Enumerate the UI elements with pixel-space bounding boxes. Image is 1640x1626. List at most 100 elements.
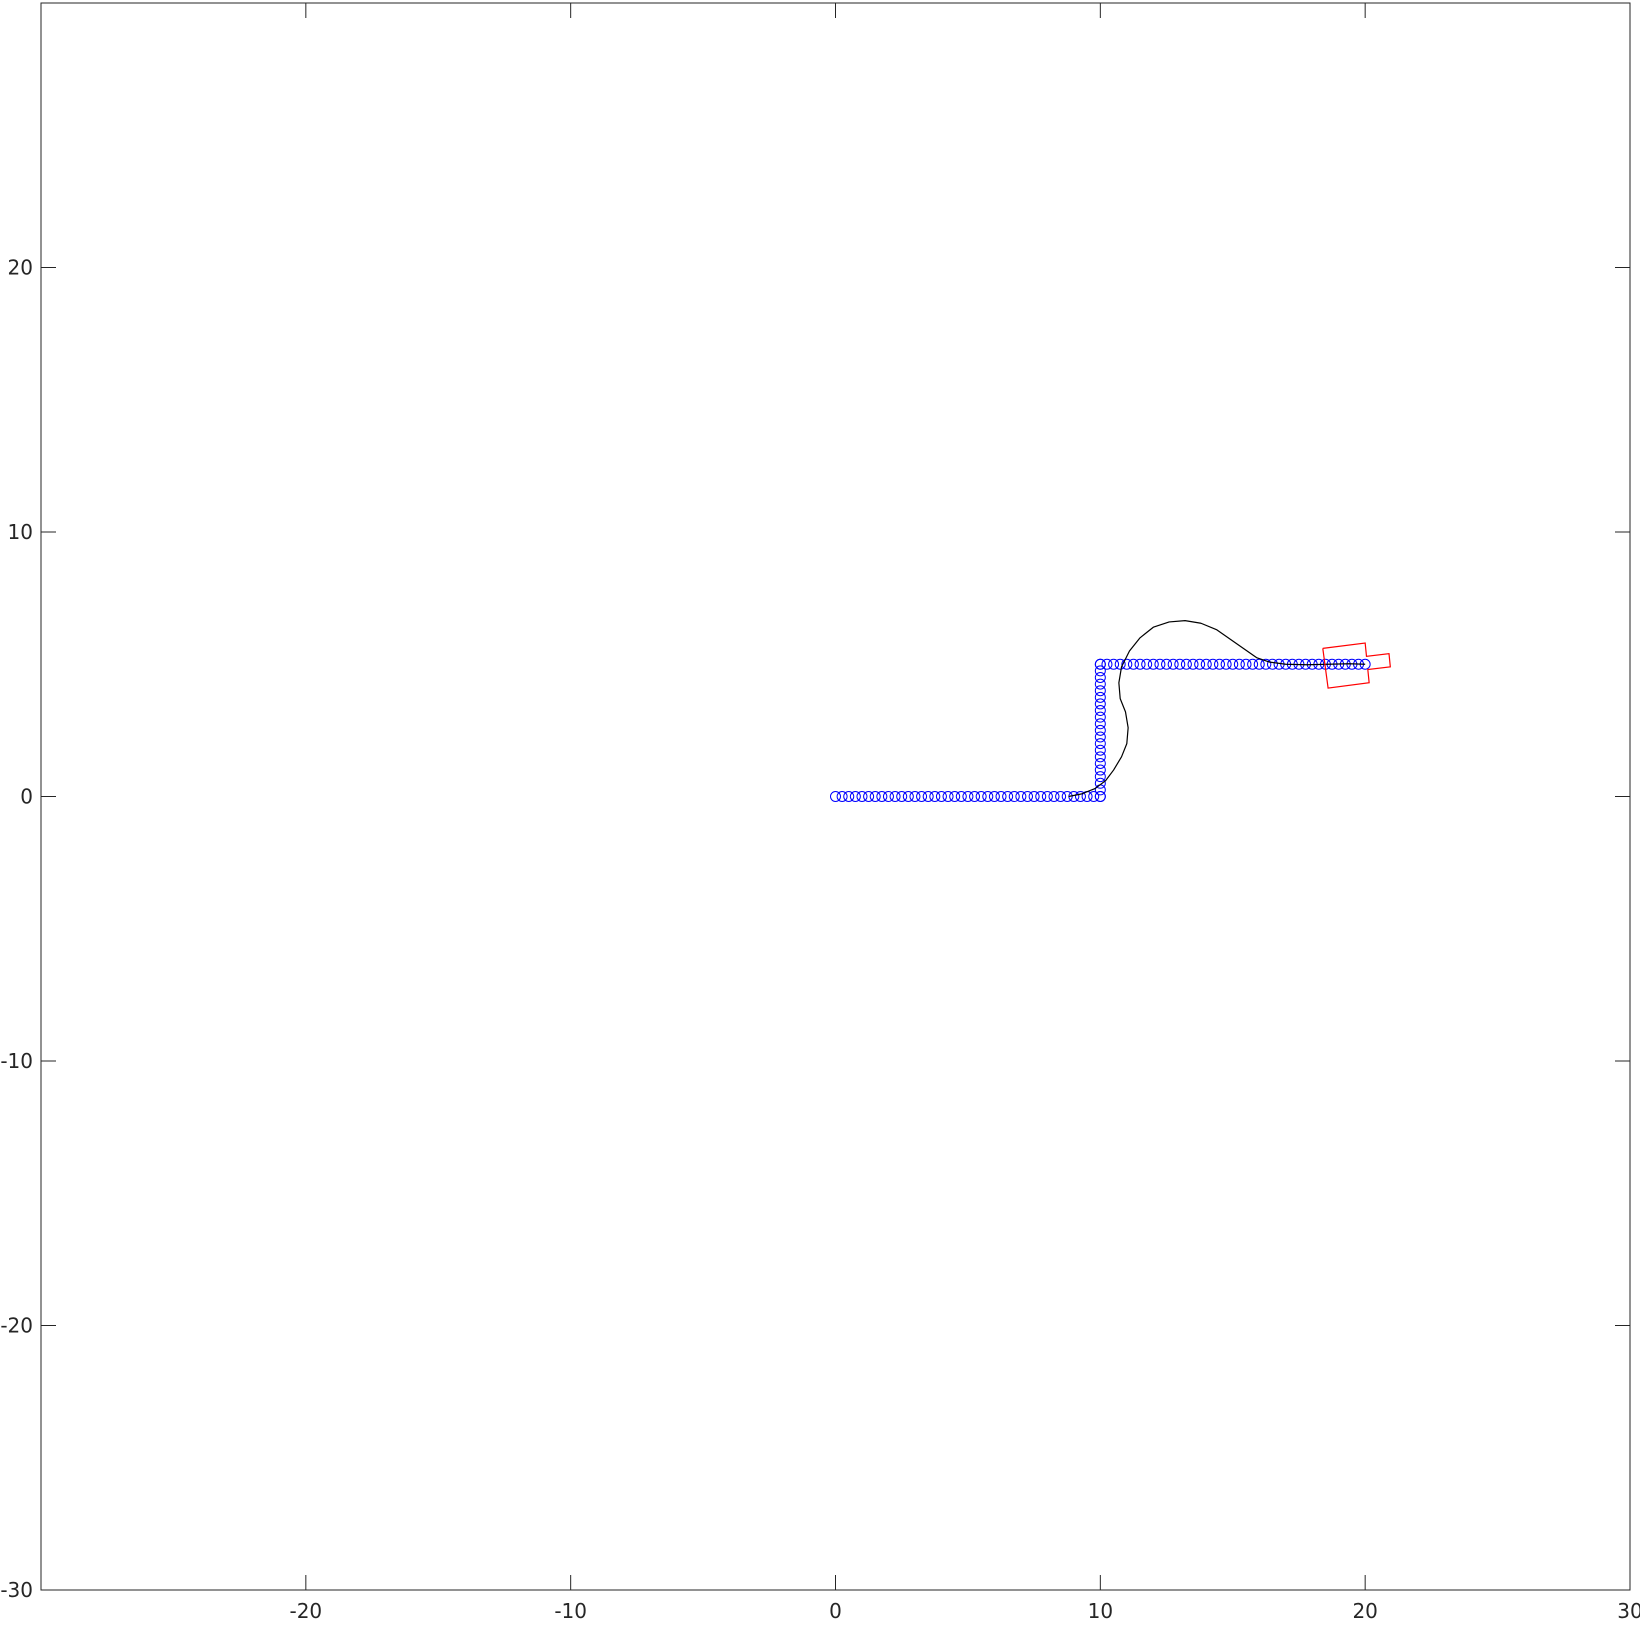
waypoint-marker: [1194, 658, 1206, 670]
x-tick-label: -10: [554, 1599, 587, 1621]
waypoint-marker: [902, 791, 914, 802]
waypoint-marker: [1094, 731, 1106, 743]
y-tick-label: 20: [8, 256, 33, 280]
waypoint-marker: [1180, 658, 1192, 670]
y-tick-label: -30: [0, 1578, 33, 1602]
waypoint-marker: [969, 791, 981, 802]
waypoint-marker: [1094, 724, 1106, 736]
waypoint-marker: [1094, 671, 1106, 683]
waypoint-marker: [982, 791, 994, 802]
waypoint-marker: [1253, 658, 1265, 670]
vehicle-outline: [1322, 642, 1391, 689]
trajectory-line: [1068, 620, 1366, 798]
waypoint-marker: [916, 791, 928, 802]
waypoint-marker: [1094, 738, 1106, 750]
waypoint-marker: [962, 791, 974, 802]
waypoint-marker: [882, 791, 894, 802]
waypoint-marker: [1114, 658, 1126, 670]
waypoint-marker: [922, 791, 934, 802]
waypoint-marker: [1015, 791, 1027, 802]
waypoint-marker: [1187, 658, 1199, 670]
waypoint-marker: [975, 791, 987, 802]
waypoint-marker: [1127, 658, 1139, 670]
waypoint-marker: [1167, 658, 1179, 670]
waypoint-marker: [1022, 791, 1034, 802]
waypoint-marker: [909, 791, 921, 802]
waypoint-marker: [1147, 658, 1159, 670]
x-tick-label: 30: [1617, 1599, 1640, 1621]
waypoint-marker: [1174, 658, 1186, 670]
waypoint-marker: [1240, 658, 1252, 670]
waypoint-marker: [1041, 791, 1053, 802]
waypoint-marker: [1220, 658, 1232, 670]
waypoint-marker: [1061, 791, 1073, 802]
waypoint-marker: [1088, 791, 1100, 802]
waypoint-marker: [1094, 678, 1106, 690]
waypoint-marker: [1094, 711, 1106, 723]
waypoint-marker: [849, 791, 861, 802]
waypoint-marker: [942, 791, 954, 802]
waypoint-marker: [1108, 658, 1120, 670]
waypoint-marker: [1141, 658, 1153, 670]
waypoint-marker: [1266, 658, 1278, 670]
waypoint-marker: [1094, 718, 1106, 730]
y-tick-label: -10: [0, 1049, 33, 1073]
waypoint-marker: [1028, 791, 1040, 802]
waypoint-marker: [836, 791, 848, 802]
waypoint-marker: [1121, 658, 1133, 670]
axes-box: [40, 2, 1631, 1591]
y-tick-label: 10: [8, 520, 33, 544]
x-tick-label: 0: [829, 1599, 842, 1621]
y-tick-label: 0: [20, 785, 33, 809]
waypoint-marker: [1260, 658, 1272, 670]
waypoint-marker: [1094, 698, 1106, 710]
waypoint-marker: [1101, 658, 1113, 670]
waypoint-marker: [1094, 744, 1106, 756]
waypoint-marker: [856, 791, 868, 802]
x-tick-label: -20: [289, 1599, 322, 1621]
waypoint-marker: [1161, 658, 1173, 670]
waypoint-marker: [1094, 791, 1106, 802]
waypoint-marker: [1094, 685, 1106, 697]
waypoint-marker: [1247, 658, 1259, 670]
waypoint-marker: [1094, 777, 1106, 789]
waypoint-marker: [949, 791, 961, 802]
waypoint-marker: [1094, 691, 1106, 703]
waypoint-marker: [1200, 658, 1212, 670]
waypoint-marker: [1207, 658, 1219, 670]
waypoint-marker: [1094, 757, 1106, 769]
waypoint-marker: [869, 791, 881, 802]
waypoint-marker: [995, 791, 1007, 802]
waypoint-marker: [876, 791, 888, 802]
waypoint-marker: [1094, 705, 1106, 717]
waypoint-marker: [1214, 658, 1226, 670]
waypoint-marker: [988, 791, 1000, 802]
waypoint-marker: [1094, 658, 1106, 670]
x-tick-label: 10: [1088, 1599, 1113, 1621]
waypoint-marker: [955, 791, 967, 802]
waypoint-marker: [830, 791, 841, 802]
waypoint-marker: [1008, 791, 1020, 802]
waypoint-marker: [889, 791, 901, 802]
y-tick-label: -20: [0, 1314, 33, 1338]
waypoint-marker: [1002, 791, 1014, 802]
waypoint-marker: [929, 791, 941, 802]
waypoint-marker: [896, 791, 908, 802]
waypoint-marker: [1233, 658, 1245, 670]
waypoint-marker: [843, 791, 855, 802]
waypoint-marker: [1074, 791, 1086, 802]
waypoint-marker: [1134, 658, 1146, 670]
waypoint-marker: [1154, 658, 1166, 670]
waypoint-marker: [1048, 791, 1060, 802]
waypoint-marker: [1227, 658, 1239, 670]
waypoint-marker: [1094, 771, 1106, 783]
waypoint-marker: [1035, 791, 1047, 802]
waypoint-marker: [1094, 751, 1106, 763]
waypoint-marker: [1055, 791, 1067, 802]
waypoint-marker: [863, 791, 875, 802]
waypoint-marker: [1094, 665, 1106, 677]
waypoint-marker: [935, 791, 947, 802]
